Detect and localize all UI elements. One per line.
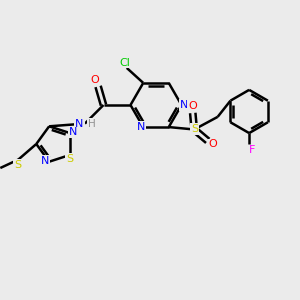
- Text: F: F: [249, 146, 255, 155]
- Text: N: N: [137, 122, 145, 132]
- Text: S: S: [66, 154, 73, 164]
- Text: S: S: [191, 124, 198, 134]
- Text: S: S: [14, 160, 21, 170]
- Text: O: O: [90, 75, 99, 85]
- Text: N: N: [75, 118, 84, 129]
- Text: H: H: [88, 119, 95, 129]
- Text: N: N: [40, 156, 49, 166]
- Text: O: O: [188, 101, 197, 111]
- Text: N: N: [180, 100, 188, 110]
- Text: N: N: [69, 128, 78, 137]
- Text: O: O: [209, 140, 218, 149]
- Text: Cl: Cl: [119, 58, 130, 68]
